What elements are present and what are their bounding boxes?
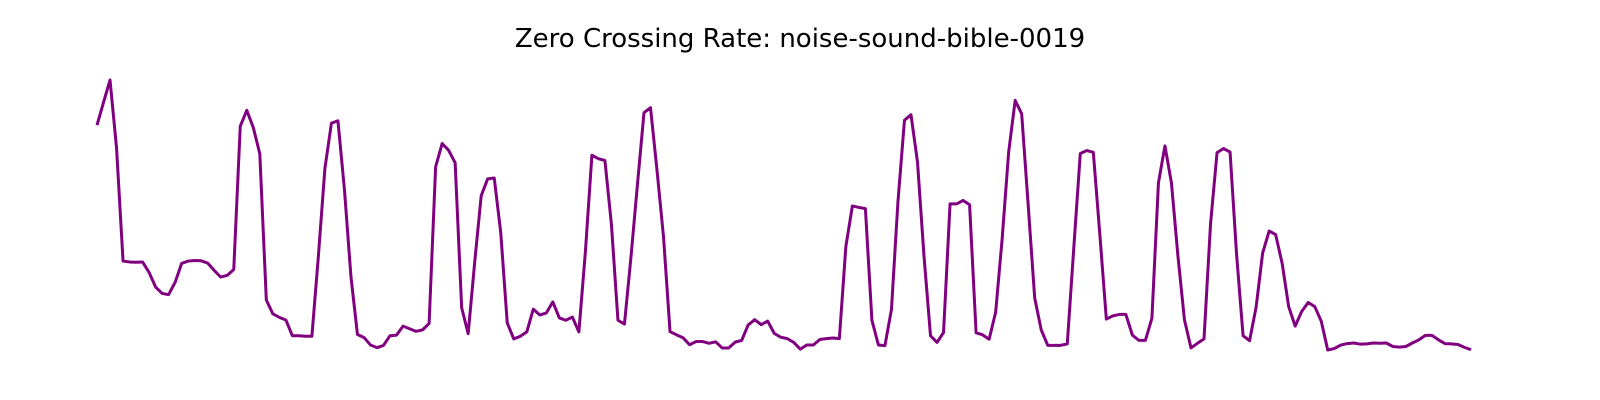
chart-title: Zero Crossing Rate: noise-sound-bible-00… (514, 24, 1086, 54)
zcr-series-line (95, 78, 1472, 352)
